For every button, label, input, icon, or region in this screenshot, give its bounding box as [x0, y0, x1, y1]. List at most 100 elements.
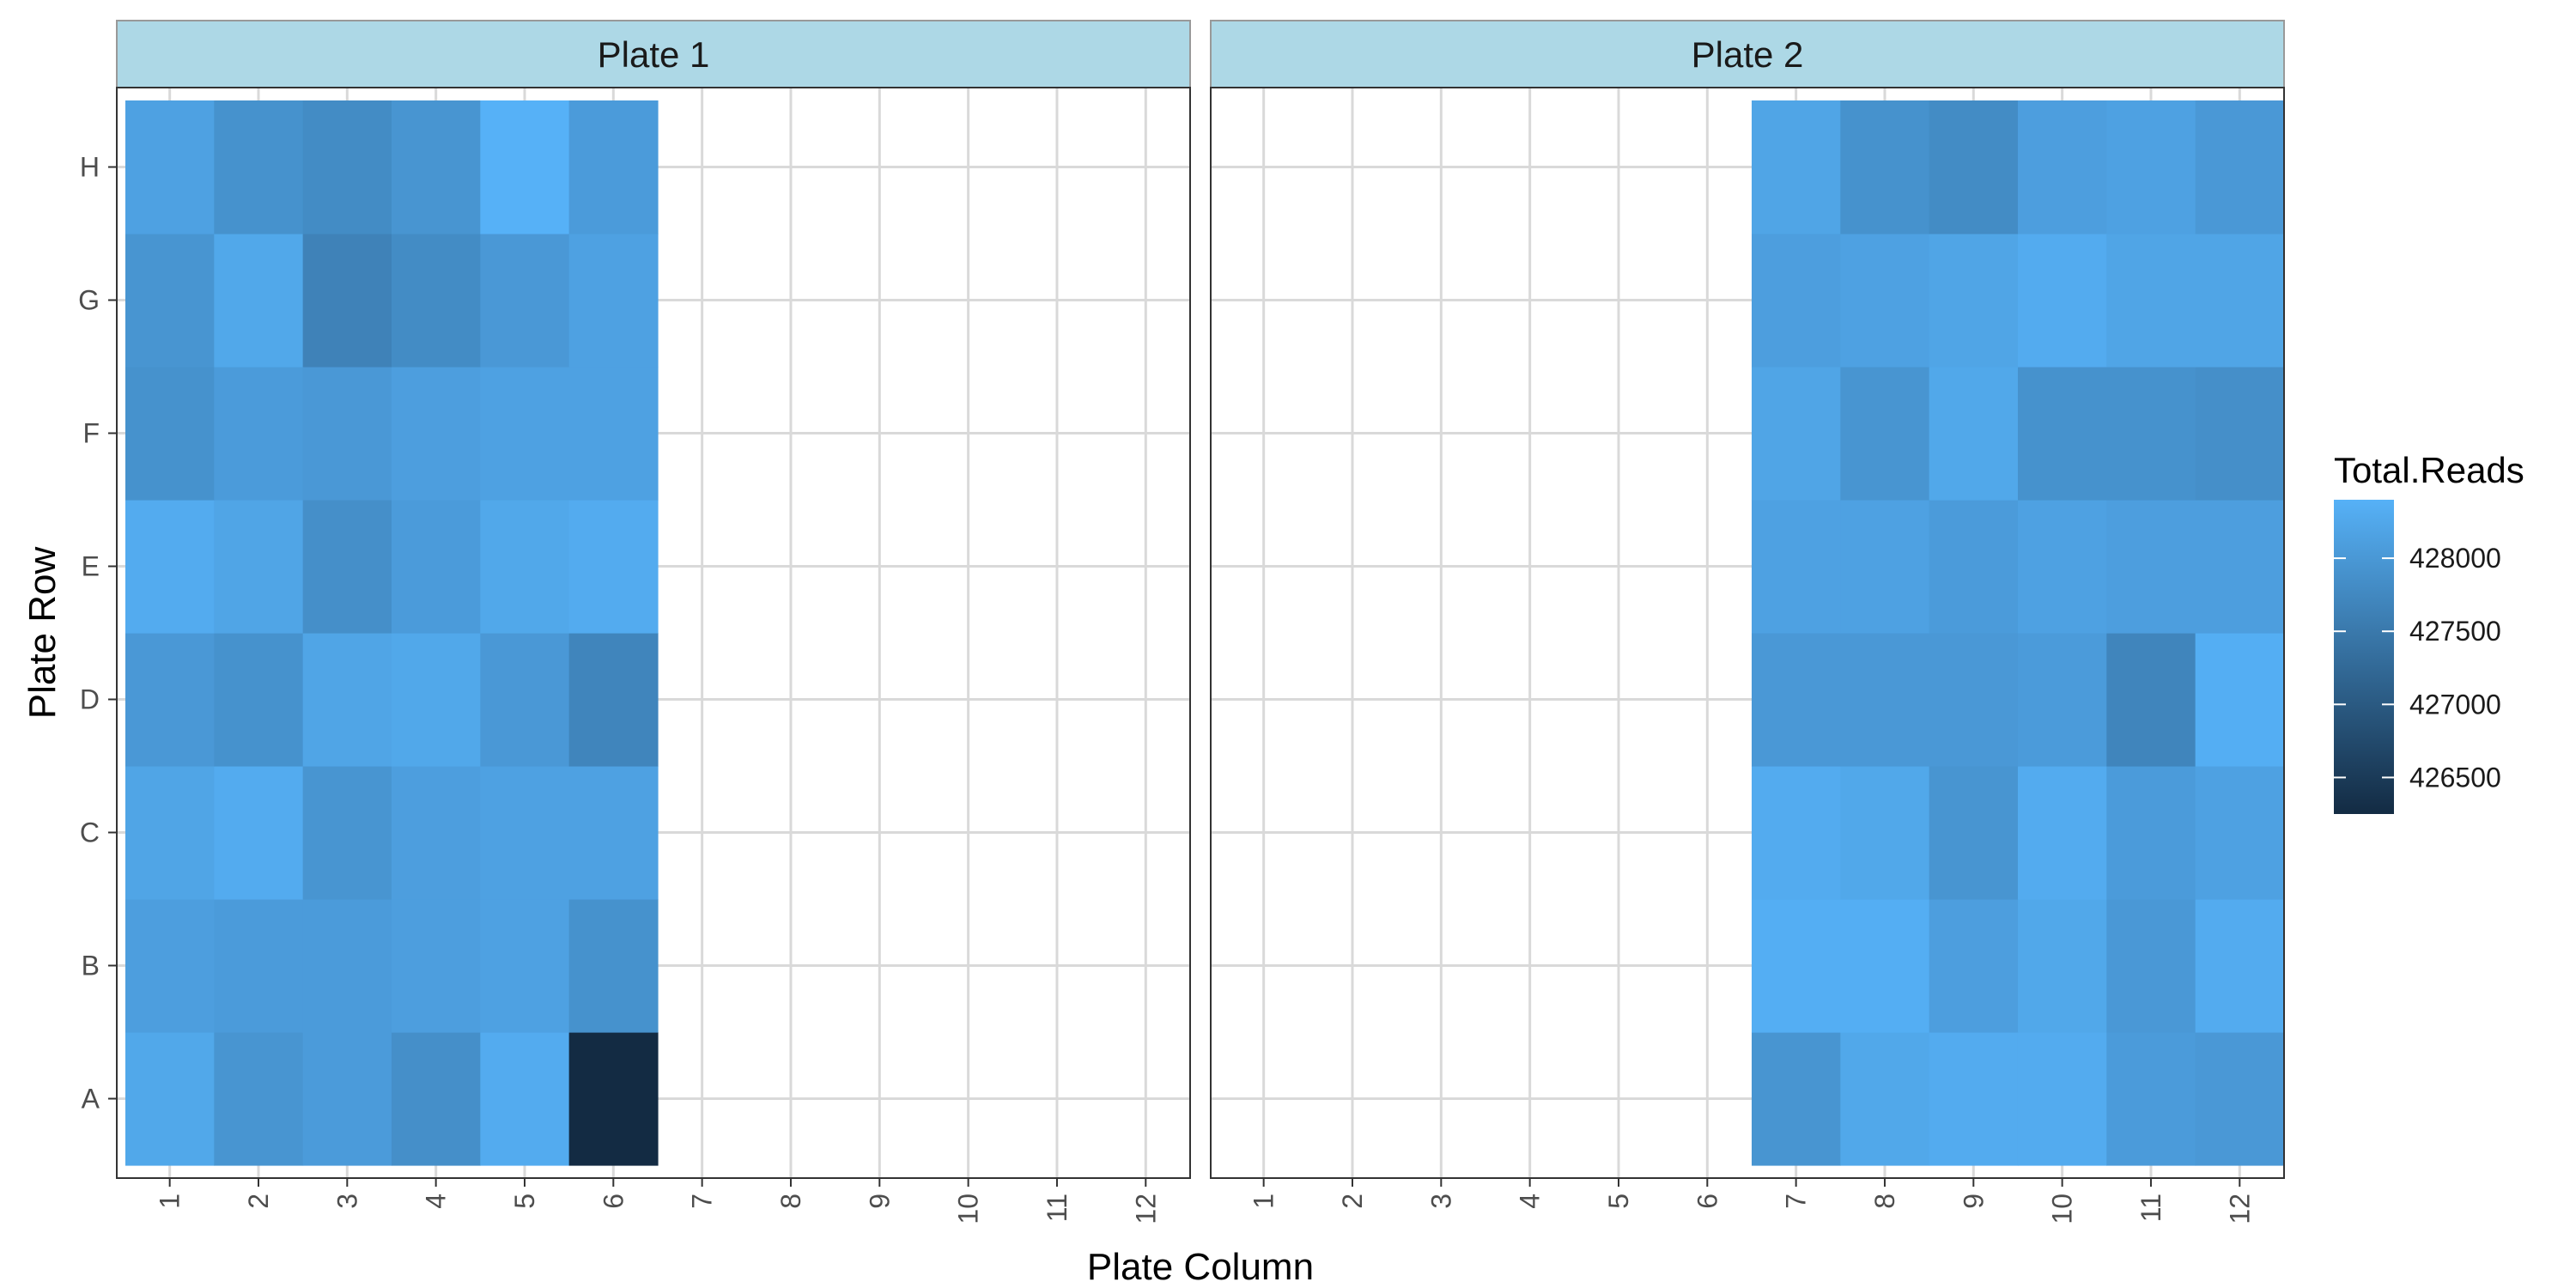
heatmap-cell: [568, 899, 659, 1033]
heatmap-cell: [568, 633, 659, 767]
heatmap-cell: [1929, 766, 2019, 900]
heatmap-cell: [480, 633, 570, 767]
heatmap-cell: [568, 100, 659, 234]
heatmap-cell: [2106, 899, 2196, 1033]
heatmap-cell: [125, 234, 215, 368]
heatmap-cell: [1929, 100, 2019, 234]
heatmap-cell: [214, 100, 304, 234]
heatmap-cell: [302, 633, 392, 767]
x-tick-label: 6: [598, 1194, 629, 1209]
heatmap-cell: [568, 500, 659, 634]
x-tick-label: 7: [687, 1194, 718, 1209]
heatmap-cell: [1840, 234, 1930, 368]
panel-plate-2: Plate 2 1 2 3 4 5 6 7 8 9 10 11 12: [1210, 20, 2285, 1224]
strip-title-plate-1: Plate 1: [598, 34, 710, 75]
x-ticks-plate-1: 1 2 3 4 5 6 7 8 9 10 11 12: [155, 1178, 1161, 1224]
heatmap-cell: [302, 234, 392, 368]
heatmap-cell: [2017, 899, 2107, 1033]
heatmap-cell: [214, 1032, 304, 1166]
heatmap-cell: [2195, 100, 2285, 234]
panel-border-plate-1: [116, 87, 1191, 1179]
heatmap-cell: [125, 100, 215, 234]
heatmap-cell: [391, 234, 481, 368]
heatmap-cell: [2106, 234, 2196, 368]
heatmap-cell: [1929, 234, 2019, 368]
x-tick-label: 4: [421, 1194, 452, 1209]
x-tick-label: 10: [953, 1194, 984, 1224]
heatmap-cell: [480, 500, 570, 634]
heatmap-cell: [2195, 899, 2285, 1033]
heatmap-cell: [1751, 633, 1841, 767]
heatmap-cell: [568, 367, 659, 501]
panel-plate-1: Plate 1 1 2 3 4 5 6 7 8 9 10 11 12: [116, 20, 1191, 1224]
x-tick-label: 2: [243, 1194, 274, 1209]
heatmap-cell: [2017, 633, 2107, 767]
heatmap-cell: [480, 367, 570, 501]
heatmap-cell: [480, 1032, 570, 1166]
heatmap-cell: [2017, 1032, 2107, 1166]
heatmap-cell: [2106, 500, 2196, 634]
heatmap-cell: [2106, 100, 2196, 234]
x-tick-label: 4: [1515, 1194, 1546, 1209]
heatmap-cell: [302, 1032, 392, 1166]
heatmap-cell: [391, 899, 481, 1033]
heatmap-cell: [2106, 766, 2196, 900]
x-tick-label: 12: [1130, 1194, 1161, 1224]
y-tick-label: C: [80, 817, 100, 848]
heatmap-cell: [1840, 1032, 1930, 1166]
heatmap-cell: [2017, 766, 2107, 900]
heatmap-cell: [391, 633, 481, 767]
heatmap-cell: [391, 367, 481, 501]
y-tick-label: F: [82, 418, 100, 449]
heatmap-cell: [125, 500, 215, 634]
heatmap-cell: [568, 234, 659, 368]
heatmap-cell: [214, 899, 304, 1033]
heatmap-cell: [1751, 234, 1841, 368]
legend: Total.Reads 428000 427500 427000 426500: [2334, 450, 2524, 814]
x-axis-title: Plate Column: [1087, 1246, 1314, 1288]
heatmap-cell: [2195, 234, 2285, 368]
heatmap-cell: [1751, 1032, 1841, 1166]
legend-ticks: 428000 427500 427000 426500: [2334, 543, 2501, 793]
x-tick-label: 5: [1603, 1194, 1634, 1209]
y-axis-title: Plate Row: [21, 547, 64, 720]
heatmap-cell: [2106, 1032, 2196, 1166]
x-tick-label: 3: [331, 1194, 362, 1209]
heatmap-cell: [1929, 899, 2019, 1033]
legend-title: Total.Reads: [2334, 450, 2524, 490]
heatmap-cell: [125, 1032, 215, 1166]
heatmap-cell: [302, 899, 392, 1033]
x-tick-label: 5: [509, 1194, 540, 1209]
y-tick-label: B: [82, 951, 100, 981]
heatmap-cell: [2195, 766, 2285, 900]
y-tick-label: E: [82, 551, 100, 582]
x-tick-label: 9: [1958, 1194, 1989, 1209]
y-tick-label: G: [78, 285, 100, 316]
heatmap-cell: [391, 100, 481, 234]
heatmap-cell: [214, 766, 304, 900]
heatmap-cell: [391, 766, 481, 900]
heatmap-cell: [480, 766, 570, 900]
x-tick-label: 1: [1249, 1194, 1279, 1209]
heatmap-cell: [125, 766, 215, 900]
heatmap-cell: [2195, 367, 2285, 501]
heatmap-cell: [2017, 100, 2107, 234]
x-tick-label: 3: [1425, 1194, 1456, 1209]
heatmap-cell: [1929, 1032, 2019, 1166]
y-axis-ticks: A B C D E F G H: [78, 152, 117, 1115]
heatmap-cell: [214, 367, 304, 501]
heatmap-cell: [1840, 367, 1930, 501]
heatmap-cell: [480, 234, 570, 368]
heatmap-cell: [1840, 100, 1930, 234]
heatmap-cell: [1929, 500, 2019, 634]
strip-title-plate-2: Plate 2: [1692, 34, 1804, 75]
heatmap-cell: [1840, 899, 1930, 1033]
heatmap-cell: [1840, 500, 1930, 634]
x-tick-label: 11: [1042, 1194, 1072, 1222]
heatmap-cell: [1929, 633, 2019, 767]
legend-tick-label: 428000: [2409, 543, 2501, 574]
heatmap-cell: [2195, 1032, 2285, 1166]
heatmap-cell: [568, 1032, 659, 1166]
heatmap-cell: [1929, 367, 2019, 501]
heatmap-cell: [2195, 500, 2285, 634]
